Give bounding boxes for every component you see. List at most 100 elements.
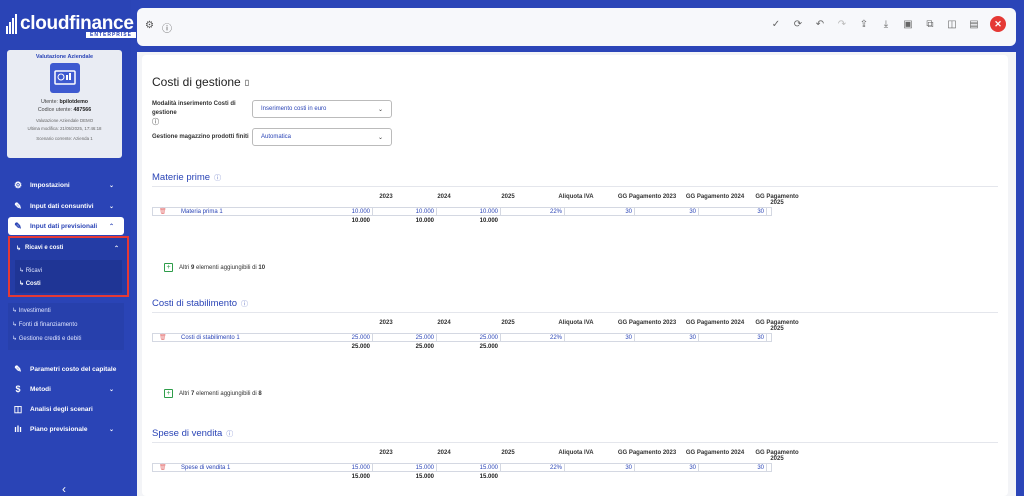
value-cell-iva[interactable]: 22% — [503, 208, 565, 216]
field1-select[interactable]: Inserimento costi in euro ⌄ — [252, 100, 392, 118]
undo-icon[interactable]: ↶ — [815, 18, 825, 30]
column-header: GG Pagamento 2024 — [685, 320, 745, 326]
info-icon[interactable]: ⓘ — [226, 430, 234, 438]
nav-metodi[interactable]: $ Metodi ⌄ — [8, 380, 124, 398]
more-mid: elementi aggiungibili di — [196, 390, 257, 397]
value-cell-v2023[interactable]: 10.000 — [323, 208, 373, 216]
nav-investimenti[interactable]: ↳ Investimenti — [12, 308, 51, 314]
value-cell-gg2025[interactable]: 30 — [701, 208, 767, 216]
nav-crediti[interactable]: ↳ Gestione crediti e debiti — [12, 336, 82, 342]
column-header: GG Pagamento 2025 — [755, 450, 799, 462]
bar-chart-icon: ılı — [14, 424, 22, 434]
column-header: 2024 — [437, 194, 451, 200]
total-t2023: 25.000 — [351, 344, 370, 350]
row-name[interactable]: Costi di stabilimento 1 — [181, 335, 240, 341]
nav-piano[interactable]: ılı Piano previsionale ⌄ — [8, 420, 124, 438]
nav-costi[interactable]: ↳ Costi — [19, 281, 41, 287]
row-name[interactable]: Spese di vendita 1 — [181, 465, 231, 471]
card-title: Valutazione Aziendale — [35, 54, 94, 60]
nav-input-consuntivi[interactable]: ✎ Input dati consuntivi ⌄ — [8, 197, 124, 215]
section-title: Costi di stabilimento ⓘ — [152, 298, 248, 309]
row-name[interactable]: Materia prima 1 — [181, 209, 223, 215]
nav-impostazioni[interactable]: ⚙ Impostazioni ⌄ — [8, 176, 124, 194]
current-scenario: Scenario corrente: Azienda 1 — [36, 136, 93, 141]
main-content: Costi di gestione ▯ Modalità inserimento… — [137, 52, 1016, 496]
logo[interactable]: cloudfinance ENTERPRISE — [6, 10, 136, 38]
close-icon[interactable]: ✕ — [990, 16, 1006, 32]
section-title: Spese di vendita ⓘ — [152, 428, 233, 439]
refresh-icon[interactable]: ⟳ — [793, 18, 803, 30]
redo-icon[interactable]: ↷ — [837, 18, 847, 30]
collapse-sidebar-icon[interactable]: ‹ — [62, 482, 66, 496]
settings-icon[interactable]: ⚙ — [145, 20, 154, 31]
add-more-row[interactable]: + Altri 7 elementi aggiungibili di 8 — [164, 389, 262, 398]
more-mid: elementi aggiungibili di — [196, 264, 257, 271]
nav-analisi[interactable]: ◫ Analisi degli scenari — [8, 400, 124, 418]
add-more-row[interactable]: + Altri 9 elementi aggiungibili di 10 — [164, 263, 265, 272]
nav-impostazioni-label: Impostazioni — [30, 181, 70, 189]
submenu-ricavi-costi: ↳ Ricavi e costi ⌃ ↳ Ricavi ↳ Costi — [8, 236, 129, 297]
info-icon[interactable]: ⓘ — [152, 119, 159, 126]
trash-icon[interactable]: 🗑 — [159, 209, 167, 215]
trash-icon[interactable]: 🗑 — [159, 335, 167, 341]
value-cell-v2025[interactable]: 15.000 — [439, 464, 501, 472]
download-icon[interactable]: ⤓ — [883, 18, 889, 30]
nav-parametri[interactable]: ✎ Parametri costo del capitale — [8, 360, 124, 378]
nav-costi-label: Costi — [25, 281, 41, 287]
value-cell-gg2025[interactable]: 30 — [701, 464, 767, 472]
value-cell-v2023[interactable]: 15.000 — [323, 464, 373, 472]
chevron-down-icon: ⌄ — [108, 426, 114, 433]
column-header: 2023 — [379, 320, 393, 326]
last-modified: Ultima modifica: 21/05/2025, 17:46:18 — [27, 126, 102, 131]
previsionali-submenu — [8, 303, 124, 350]
total-t2023: 10.000 — [351, 218, 370, 224]
value-cell-iva[interactable]: 22% — [503, 334, 565, 342]
field2-label: Gestione magazzino prodotti finiti — [152, 134, 249, 140]
nav-ricavi[interactable]: ↳ Ricavi — [19, 268, 43, 274]
columns-icon: ◫ — [13, 403, 23, 414]
trash-icon[interactable]: 🗑 — [159, 465, 167, 471]
upload-icon[interactable]: ⇪ — [859, 18, 869, 30]
nav-input-previsionali[interactable]: ✎ Input dati previsionali ⌃ — [8, 217, 124, 235]
field2-select[interactable]: Automatica ⌄ — [252, 128, 392, 146]
chevron-down-icon: ⌄ — [108, 182, 114, 189]
more-total: 8 — [258, 390, 262, 397]
nav-crediti-label: Gestione crediti e debiti — [18, 336, 82, 342]
value-cell-iva[interactable]: 22% — [503, 464, 565, 472]
brand-name: cloudfinance — [20, 13, 134, 34]
value-cell-gg2023[interactable]: 30 — [567, 334, 635, 342]
value-cell-v2023[interactable]: 25.000 — [323, 334, 373, 342]
nav-metodi-label: Metodi — [30, 385, 51, 393]
columns-icon[interactable]: ◫ — [947, 18, 957, 30]
bookmark-icon[interactable]: ▯ — [244, 77, 250, 87]
check-icon[interactable]: ✓ — [771, 18, 781, 30]
value-cell-gg2024[interactable]: 30 — [637, 464, 699, 472]
copy-icon[interactable]: ⧉ — [926, 18, 934, 30]
value-cell-v2025[interactable]: 10.000 — [439, 208, 501, 216]
value-cell-gg2023[interactable]: 30 — [567, 208, 635, 216]
dollar-icon: $ — [15, 384, 21, 394]
value-cell-v2024[interactable]: 15.000 — [375, 464, 437, 472]
value-cell-gg2024[interactable]: 30 — [637, 208, 699, 216]
edit-icon: ✎ — [14, 363, 22, 374]
nav-previsionali-label: Input dati previsionali — [30, 222, 98, 230]
more-count: 7 — [191, 390, 195, 397]
value-cell-gg2024[interactable]: 30 — [637, 334, 699, 342]
panel-icon[interactable]: ▤ — [969, 18, 979, 30]
add-icon[interactable]: + — [164, 389, 173, 398]
value-cell-v2024[interactable]: 25.000 — [375, 334, 437, 342]
nav-fonti[interactable]: ↳ Fonti di finanziamento — [12, 322, 78, 328]
value-cell-gg2023[interactable]: 30 — [567, 464, 635, 472]
value-cell-v2024[interactable]: 10.000 — [375, 208, 437, 216]
info-icon[interactable]: ⓘ — [241, 300, 249, 308]
value-cell-gg2025[interactable]: 30 — [701, 334, 767, 342]
info-icon[interactable]: ⓘ — [214, 174, 222, 182]
section-title-text: Costi di stabilimento — [152, 298, 238, 309]
help-icon[interactable]: ⓘ — [161, 24, 172, 35]
value-cell-v2025[interactable]: 25.000 — [439, 334, 501, 342]
nav-ricavi-costi[interactable]: ↳ Ricavi e costi ⌃ — [10, 240, 127, 256]
add-icon[interactable]: + — [164, 263, 173, 272]
user-label: Utente: — [40, 99, 59, 105]
column-header: GG Pagamento 2023 — [617, 450, 677, 456]
save-icon[interactable]: ▣ — [903, 18, 913, 30]
